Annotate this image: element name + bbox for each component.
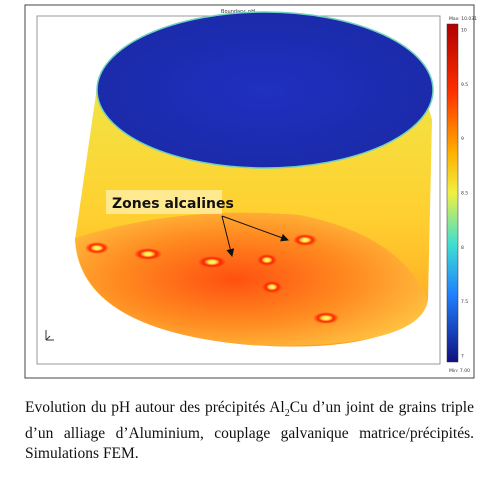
axis-triad: [45, 330, 54, 341]
cylinder-face: [75, 212, 428, 346]
cylinder-top: [96, 11, 434, 169]
label-box: [106, 190, 222, 214]
figure: Boundary: pH Zones alcalines Max: 10.031…: [24, 4, 477, 379]
colorbar-tick-label: 7.5: [461, 299, 468, 305]
colorbar-tick-label: 8: [461, 245, 464, 251]
caption-text: Evolution du pH autour des précipités Al: [25, 399, 285, 416]
arrow: [221, 215, 235, 257]
arrow: [221, 215, 289, 242]
caption-text: Cu d’un joint de grains triple d’un alli…: [25, 399, 474, 463]
colorbar-tick-label: 10: [461, 28, 467, 34]
annotation: Zones alcalines: [112, 196, 234, 212]
colorbar-ticks: 10 9.5 9 8.5 8 7.5 7: [461, 28, 468, 360]
caption: Evolution du pH autour des précipités Al…: [25, 398, 474, 464]
colorbar-tick-label: 7: [461, 354, 464, 360]
hot-spots: [85, 234, 339, 324]
colorbar-tick-label: 8.5: [461, 191, 468, 197]
min-label: Min: 7.00: [449, 368, 470, 374]
colorbar-tick-label: 9.5: [461, 82, 468, 88]
colorbar-tick-label: 9: [461, 136, 464, 142]
subscript: 2: [284, 408, 290, 420]
colorbar: [446, 23, 459, 363]
plot-title: Boundary: pH: [221, 9, 255, 15]
max-label: Max: 10.031: [449, 16, 477, 22]
